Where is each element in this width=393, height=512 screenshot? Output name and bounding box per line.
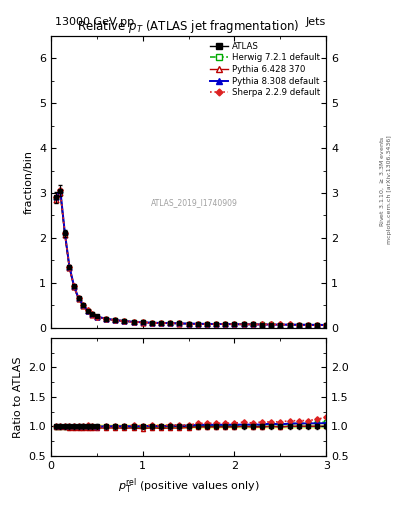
Title: Relative $p_T$ (ATLAS jet fragmentation): Relative $p_T$ (ATLAS jet fragmentation) (77, 18, 300, 35)
Text: Rivet 3.1.10, $\geq$ 3.3M events
mcplots.cern.ch [arXiv:1306.3436]: Rivet 3.1.10, $\geq$ 3.3M events mcplots… (379, 135, 392, 244)
Text: ATLAS_2019_I1740909: ATLAS_2019_I1740909 (151, 198, 238, 207)
Y-axis label: Ratio to ATLAS: Ratio to ATLAS (13, 356, 23, 438)
Text: Jets: Jets (306, 17, 326, 27)
X-axis label: $p_{\mathrm{T}}^{\mathrm{rel}}$ (positive values only): $p_{\mathrm{T}}^{\mathrm{rel}}$ (positiv… (118, 476, 259, 496)
Legend: ATLAS, Herwig 7.2.1 default, Pythia 6.428 370, Pythia 8.308 default, Sherpa 2.2.: ATLAS, Herwig 7.2.1 default, Pythia 6.42… (208, 40, 322, 99)
Y-axis label: fraction/bin: fraction/bin (24, 150, 33, 214)
Text: 13000 GeV pp: 13000 GeV pp (55, 17, 134, 27)
